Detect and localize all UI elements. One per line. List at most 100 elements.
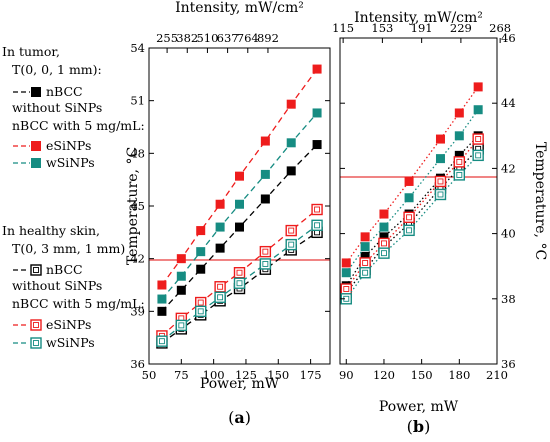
data-point <box>404 176 414 186</box>
data-point <box>235 171 244 181</box>
data-point <box>472 149 484 162</box>
x-tick-label: 75 <box>174 368 189 382</box>
legend-skin-wsinps-marker <box>30 337 42 349</box>
data-point-inner <box>362 259 369 266</box>
data-point-inner <box>437 178 444 185</box>
top-tick-label: 255 <box>156 31 178 45</box>
panel-a-x-ticks: 50 75 100 125 150 175 <box>142 359 322 382</box>
data-point-inner <box>406 214 413 221</box>
data-point <box>176 285 186 295</box>
series-tumor-wsinps <box>341 105 483 278</box>
data-point <box>259 245 272 258</box>
data-point <box>175 319 188 332</box>
panel-a-label: (a) <box>228 408 251 427</box>
x-tick-label: 150 <box>267 368 289 382</box>
data-point-inner <box>236 280 243 287</box>
top-tick-label: 268 <box>489 21 511 35</box>
data-point <box>214 281 226 293</box>
series-skin-wsinps <box>156 219 323 347</box>
legend-tumor-point: T(0, 0, 1 mm): <box>12 62 102 77</box>
panel-b-series <box>340 82 484 305</box>
legend-skin-header: In healthy skin, <box>2 223 100 238</box>
y-tick-label: 44 <box>501 96 516 110</box>
y-tick-label: 51 <box>130 94 145 108</box>
data-point <box>360 232 370 242</box>
data-point-inner <box>236 269 243 276</box>
legend-tumor-without: without SiNPs <box>12 100 102 115</box>
series-line <box>161 68 318 286</box>
legend-skin-esinps-label: eSiNPs <box>46 317 91 332</box>
data-point-inner <box>406 227 413 234</box>
data-point <box>435 154 445 164</box>
x-tick-label: 90 <box>339 368 354 382</box>
top-tick-label: 153 <box>371 21 393 35</box>
top-tick-label: 892 <box>257 31 279 45</box>
data-point <box>286 99 296 109</box>
data-point <box>312 64 322 74</box>
data-point-inner <box>314 206 321 213</box>
data-point <box>215 222 225 232</box>
series-tumor-nbcc <box>157 140 322 316</box>
y-tick-label: 39 <box>130 304 145 318</box>
data-point <box>311 203 323 216</box>
data-point <box>434 175 447 188</box>
y-tick-label: 36 <box>501 357 516 371</box>
y-tick-label: 42 <box>130 252 145 266</box>
legend-skin-nbcc-marker <box>30 264 42 276</box>
data-point <box>454 150 464 160</box>
data-point <box>215 243 225 253</box>
panel-b-top-ticks: 115 153 191 229 268 <box>332 21 511 43</box>
data-point <box>214 291 226 303</box>
legend-tumor-header: In tumor, <box>2 44 60 59</box>
data-point-inner <box>314 222 321 229</box>
legend-skin-point: T(0, 3 mm, 1 mm) <box>12 241 125 256</box>
data-point <box>235 222 244 232</box>
x-tick-label: 50 <box>142 368 157 382</box>
data-point <box>286 166 296 176</box>
data-point-inner <box>262 260 269 267</box>
panel-a-y-ticks: 36 39 42 45 48 51 54 <box>130 41 330 371</box>
data-point-inner <box>178 322 185 329</box>
panel-b-x-ticks: 90 120 150 180 210 <box>339 359 508 382</box>
data-point <box>360 251 370 261</box>
y-tick-label: 38 <box>501 292 516 306</box>
legend-skin-wsinps-marker-inner <box>33 340 39 346</box>
data-point <box>312 140 322 150</box>
legend-skin-with5: nBCC with 5 mg/mL: <box>12 296 145 311</box>
data-point-inner <box>262 248 269 255</box>
top-tick-label: 229 <box>450 21 472 35</box>
data-point <box>341 268 351 278</box>
series-skin-wsinps <box>340 149 484 305</box>
top-tick-label: 115 <box>332 21 354 35</box>
data-point <box>379 232 389 242</box>
data-point <box>196 226 206 236</box>
y-tick-label: 54 <box>130 41 145 55</box>
legend-tumor-nbcc-marker <box>31 87 41 97</box>
x-tick-label: 180 <box>448 368 470 382</box>
legend-skin-nbcc-label: nBCC <box>46 262 83 277</box>
data-point-inner <box>475 136 482 143</box>
legend-tumor-with5: nBCC with 5 mg/mL: <box>12 118 145 133</box>
legend-tumor-wsinps-label: wSiNPs <box>46 155 95 170</box>
y-tick-label: 45 <box>130 199 145 213</box>
data-point <box>286 138 296 148</box>
panel-b-top-axis-label: Intensity, mW/cm² <box>354 10 483 26</box>
data-point <box>157 280 167 290</box>
data-point-inner <box>288 227 295 234</box>
y-tick-label: 42 <box>501 161 516 175</box>
data-point <box>359 267 371 279</box>
top-tick-label: 637 <box>217 31 239 45</box>
data-point <box>196 264 206 274</box>
legend-tumor-esinps-label: eSiNPs <box>46 138 91 153</box>
x-tick-label: 175 <box>300 368 322 382</box>
y-tick-label: 36 <box>130 357 145 371</box>
data-point <box>260 136 270 146</box>
data-point <box>311 219 323 232</box>
series-tumor-esinps <box>341 82 483 268</box>
data-point <box>195 305 207 318</box>
data-point <box>434 188 447 201</box>
data-point <box>233 267 246 279</box>
data-point <box>157 294 167 304</box>
data-point <box>473 82 483 92</box>
